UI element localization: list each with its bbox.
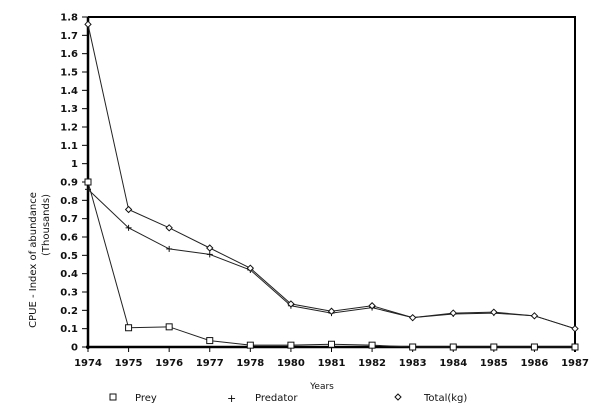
total-diamond-marker-icon <box>206 244 214 252</box>
total-diamond-marker-icon <box>246 264 255 272</box>
y-tick-label: 1 <box>71 159 78 170</box>
total-diamond-marker-icon <box>165 224 173 232</box>
series-lines <box>84 20 579 351</box>
predator-plus-marker-icon <box>125 224 132 231</box>
prey-square-marker-icon <box>206 337 214 345</box>
y-tick-label: 1.8 <box>60 13 78 24</box>
total-diamond-marker-icon <box>84 20 92 29</box>
predator-plus-marker-icon <box>85 186 91 193</box>
total-diamond-marker-icon <box>449 309 457 317</box>
x-tick-label: 1982 <box>358 358 386 369</box>
legend-predator: Predator <box>255 393 298 404</box>
y-tick-label: 1.6 <box>60 49 78 60</box>
legend-total: Total(kg) <box>423 393 467 404</box>
x-tick-label: 1986 <box>520 358 548 369</box>
total-diamond-marker-icon <box>490 308 498 316</box>
total-diamond-marker-icon <box>327 307 336 315</box>
x-tick-label: 1985 <box>480 358 508 369</box>
y-tick-label: 1.4 <box>60 86 78 97</box>
prey-legend-square-icon <box>109 393 117 401</box>
y-tick-label: 1.2 <box>60 123 78 134</box>
y-axis-label: CPUE - Index of abundance <box>28 192 39 328</box>
y-tick-label: 1.3 <box>60 104 78 115</box>
total-diamond-marker-icon <box>530 312 539 320</box>
legend-prey: Prey <box>135 393 157 404</box>
y-axis-label-units: (Thousands) <box>41 194 52 256</box>
x-tick-label: 1977 <box>196 358 224 369</box>
prey-square-marker-icon <box>246 341 254 349</box>
total-legend-diamond-icon <box>394 393 402 401</box>
prey-square-marker-icon <box>328 340 335 348</box>
y-tick-label: 0.1 <box>60 324 78 335</box>
prey-square-marker-icon <box>84 178 92 186</box>
x-tick-label: 1976 <box>155 358 183 369</box>
x-axis-label: Years <box>309 382 334 392</box>
y-tick-label: 0 <box>71 343 78 354</box>
x-axis-ticks: 1974 1975 1976 1977 1978 1980 1981 1982 1983 1984… <box>74 347 589 369</box>
prey-square-marker-icon <box>287 341 295 349</box>
total-diamond-marker-icon <box>124 205 133 214</box>
prey-square-marker-icon <box>125 324 133 332</box>
y-tick-label: 0.8 <box>60 196 78 207</box>
series-line-prey <box>87 181 575 348</box>
y-axis-ticks: 0 0.1 0.2 0.3 0.4 0.5 0.6 0.7 0.8 0.9 1 1.1 1.2 1.3 1.… <box>60 13 88 354</box>
y-tick-label: 1.7 <box>60 31 78 42</box>
y-tick-label: 0.3 <box>60 288 78 299</box>
plot-frame <box>86 16 576 352</box>
y-tick-label: 1.1 <box>60 141 78 152</box>
legend: Prey + Predator Total(kg) <box>109 392 467 405</box>
predator-plus-marker-icon <box>206 251 213 258</box>
x-tick-label: 1984 <box>439 358 467 369</box>
prey-square-marker-icon <box>368 341 376 349</box>
y-tick-label: 1.5 <box>60 68 78 79</box>
x-tick-label: 1975 <box>115 358 143 369</box>
prey-square-marker-icon <box>571 343 579 351</box>
x-tick-label: 1978 <box>236 358 264 369</box>
total-diamond-marker-icon <box>571 324 579 333</box>
total-diamond-marker-icon <box>287 300 295 308</box>
total-diamond-marker-icon <box>368 302 376 310</box>
prey-square-marker-icon <box>165 323 173 331</box>
prey-square-marker-icon <box>490 343 498 351</box>
prey-square-marker-icon <box>449 343 457 351</box>
predator-legend-plus-icon: + <box>227 392 236 405</box>
y-tick-label: 0.9 <box>60 178 78 189</box>
series-line-totalkg <box>87 24 576 330</box>
x-tick-label: 1983 <box>399 358 427 369</box>
y-tick-label: 0.7 <box>60 214 78 225</box>
prey-square-marker-icon <box>409 343 417 351</box>
x-tick-label: 1980 <box>277 358 305 369</box>
predator-plus-marker-icon <box>166 245 173 252</box>
x-tick-label: 1974 <box>74 358 102 369</box>
total-diamond-marker-icon <box>408 313 417 322</box>
y-tick-label: 0.2 <box>60 306 78 317</box>
y-tick-label: 0.5 <box>60 251 78 262</box>
x-tick-label: 1987 <box>561 358 589 369</box>
y-tick-label: 0.4 <box>60 269 78 280</box>
prey-square-marker-icon <box>530 343 538 351</box>
y-tick-label: 0.6 <box>60 233 78 244</box>
x-tick-label: 1981 <box>318 358 346 369</box>
